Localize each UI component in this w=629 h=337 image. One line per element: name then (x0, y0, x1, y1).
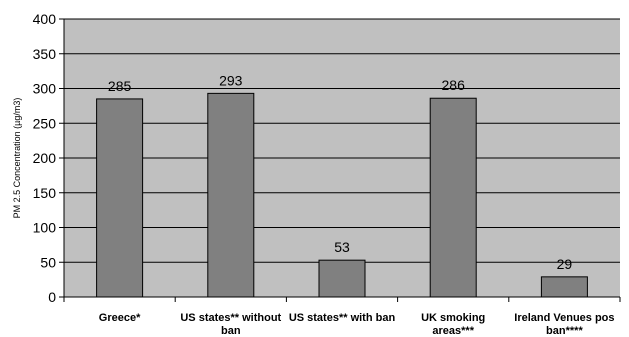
y-axis-label: PM 2.5 Concentration (µg/m3) (12, 98, 22, 219)
category-label: Greece* (99, 312, 141, 324)
gridlines (64, 18, 620, 263)
y-tick-label: 150 (33, 185, 57, 201)
y-tick-label: 350 (33, 46, 57, 62)
y-tick-label: 50 (40, 254, 56, 270)
axes (59, 18, 621, 302)
y-tick-label: 200 (33, 150, 57, 166)
y-tick-label: 100 (33, 220, 57, 236)
category-labels: Greece* US states** without ban US states**… (99, 312, 615, 337)
y-tick-labels: 0 50 100 150 200 250 300 350 400 (33, 11, 57, 305)
category-label: Ireland Venues pos ban**** (514, 312, 614, 337)
category-label: UK smoking areas*** (421, 312, 485, 337)
data-labels: 285 293 53 286 29 (108, 72, 572, 271)
data-label: 293 (219, 72, 243, 88)
bar (207, 92, 255, 298)
data-label: 286 (442, 77, 466, 93)
bar (318, 259, 366, 298)
y-tick-label: 0 (48, 289, 56, 305)
y-tick-label: 250 (33, 115, 57, 131)
bar (96, 98, 144, 298)
bar (540, 276, 588, 298)
category-label: US states** without ban (180, 312, 281, 337)
data-label: 29 (557, 256, 573, 272)
y-tick-label: 300 (33, 81, 57, 97)
y-tick-label: 400 (33, 11, 57, 27)
data-label: 285 (108, 78, 132, 94)
data-label: 53 (334, 239, 350, 255)
bar (429, 97, 477, 298)
category-label: US states** with ban (289, 312, 396, 324)
bars (96, 92, 588, 298)
